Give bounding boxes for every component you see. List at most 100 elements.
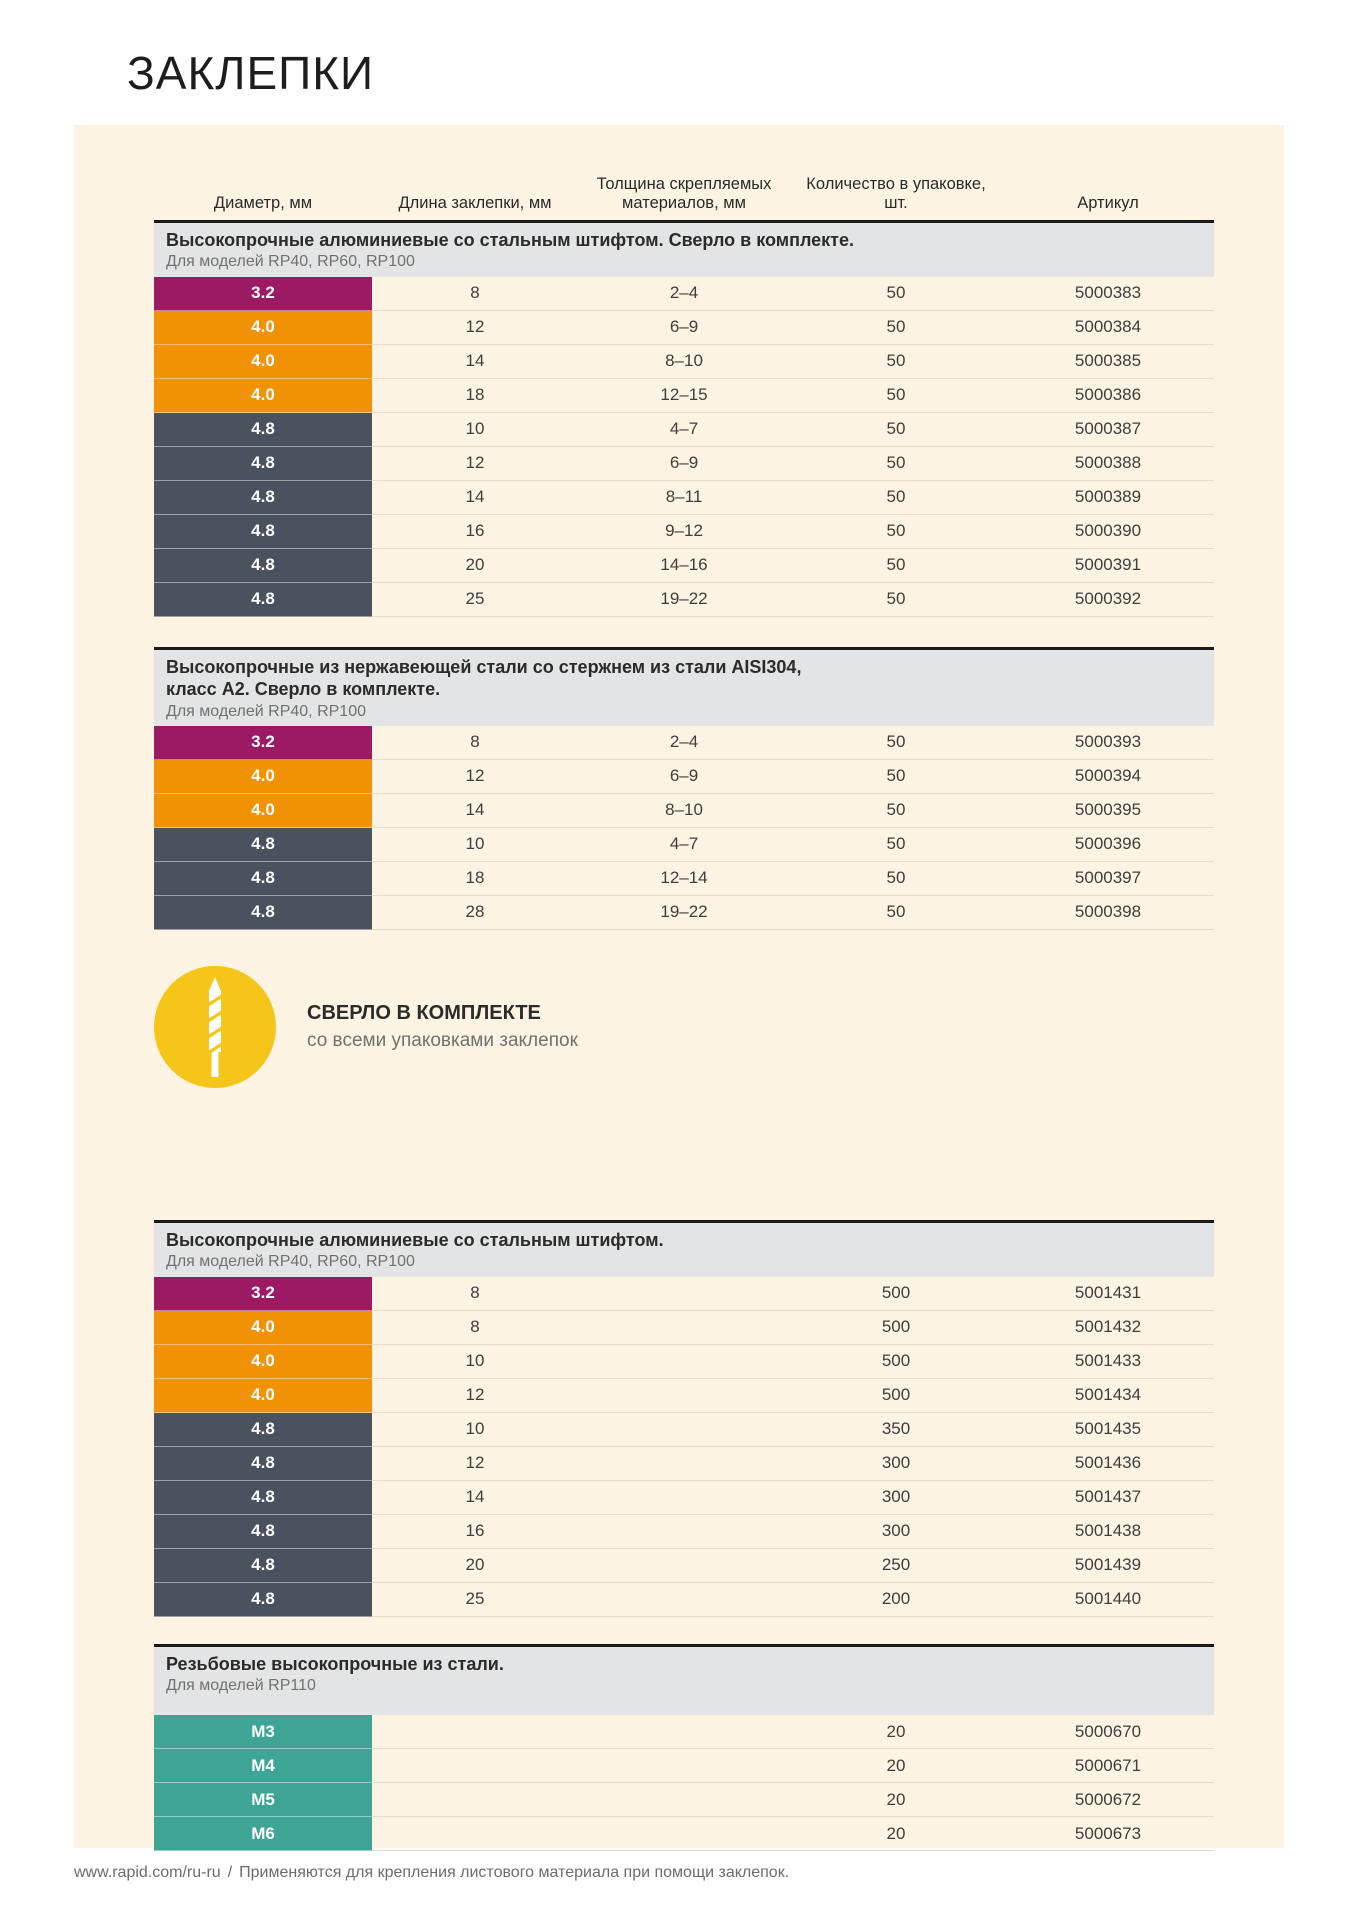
thickness-cell bbox=[578, 1549, 790, 1583]
column-header-thickness: Толщина скрепляемых материалов, мм bbox=[596, 175, 772, 212]
sku-cell: 5000389 bbox=[1002, 481, 1214, 515]
diameter-cell: 4.8 bbox=[154, 827, 372, 862]
section-stainless-with-drill: Высокопрочные из нержавеющей стали со ст… bbox=[154, 646, 1214, 930]
table-row: 4.8 28 19–22 50 5000398 bbox=[154, 895, 1214, 930]
sku-cell: 5001431 bbox=[1002, 1277, 1214, 1311]
thickness-cell bbox=[578, 1783, 790, 1818]
diameter-cell: 4.0 bbox=[154, 1310, 372, 1345]
thickness-cell bbox=[578, 1379, 790, 1413]
page-title: ЗАКЛЕПКИ bbox=[127, 47, 375, 99]
section-threaded-steel: Резьбовые высокопрочные из стали. Для мод… bbox=[154, 1643, 1214, 1852]
table-row: 3.2 8 2–4 50 5000393 bbox=[154, 725, 1214, 760]
length-cell: 8 bbox=[372, 277, 578, 311]
sku-cell: 5000396 bbox=[1002, 828, 1214, 862]
length-cell: 12 bbox=[372, 311, 578, 345]
thickness-cell bbox=[578, 1515, 790, 1549]
sku-cell: 5001432 bbox=[1002, 1311, 1214, 1345]
diameter-cell: 4.0 bbox=[154, 378, 372, 413]
length-cell bbox=[372, 1783, 578, 1818]
quantity-cell: 20 bbox=[790, 1715, 1002, 1750]
thickness-cell: 19–22 bbox=[578, 896, 790, 930]
table-row: 4.8 10 4–7 50 5000387 bbox=[154, 412, 1214, 447]
thickness-cell: 6–9 bbox=[578, 447, 790, 481]
quantity-cell: 50 bbox=[790, 760, 1002, 794]
quantity-cell: 300 bbox=[790, 1447, 1002, 1481]
diameter-cell: 4.0 bbox=[154, 1378, 372, 1413]
sku-cell: 5000391 bbox=[1002, 549, 1214, 583]
section-header-band: Резьбовые высокопрочные из стали. Для мод… bbox=[154, 1643, 1214, 1716]
diameter-cell: 4.8 bbox=[154, 1446, 372, 1481]
sku-cell: 5000393 bbox=[1002, 726, 1214, 760]
sku-cell: 5000387 bbox=[1002, 413, 1214, 447]
page-footer: www.rapid.com/ru-ru / Применяются для креп… bbox=[74, 1864, 789, 1882]
sku-cell: 5001433 bbox=[1002, 1345, 1214, 1379]
quantity-cell: 50 bbox=[790, 481, 1002, 515]
table-row: 4.0 12 500 5001434 bbox=[154, 1378, 1214, 1413]
thickness-cell bbox=[578, 1311, 790, 1345]
diameter-cell: 4.0 bbox=[154, 1344, 372, 1379]
quantity-cell: 500 bbox=[790, 1345, 1002, 1379]
diameter-cell: M5 bbox=[154, 1783, 372, 1818]
quantity-cell: 500 bbox=[790, 1379, 1002, 1413]
thickness-cell bbox=[578, 1345, 790, 1379]
diameter-cell: 3.2 bbox=[154, 1276, 372, 1311]
quantity-cell: 50 bbox=[790, 515, 1002, 549]
thickness-cell bbox=[578, 1447, 790, 1481]
quantity-cell: 20 bbox=[790, 1817, 1002, 1852]
section-subtitle: Для моделей RP40, RP60, RP100 bbox=[166, 1253, 415, 1271]
column-header-length: Длина заклепки, мм bbox=[398, 193, 552, 212]
section-header-band: Высокопрочные из нержавеющей стали со ст… bbox=[154, 646, 1214, 726]
thickness-cell: 4–7 bbox=[578, 413, 790, 447]
drill-included-badge: СВЕРЛО В КОМПЛЕКТЕ со всеми упаковками з… bbox=[154, 965, 1214, 1088]
quantity-cell: 50 bbox=[790, 379, 1002, 413]
table-row: 4.0 10 500 5001433 bbox=[154, 1344, 1214, 1379]
sku-cell: 5001437 bbox=[1002, 1481, 1214, 1515]
length-cell: 20 bbox=[372, 549, 578, 583]
table-row: 4.0 14 8–10 50 5000385 bbox=[154, 344, 1214, 379]
length-cell: 8 bbox=[372, 1277, 578, 1311]
diameter-cell: 4.8 bbox=[154, 861, 372, 896]
quantity-cell: 350 bbox=[790, 1413, 1002, 1447]
sku-cell: 5000672 bbox=[1002, 1783, 1214, 1818]
sku-cell: 5001440 bbox=[1002, 1583, 1214, 1617]
thickness-cell: 14–16 bbox=[578, 549, 790, 583]
table-row: 4.8 12 6–9 50 5000388 bbox=[154, 446, 1214, 481]
drill-badge-subtitle: со всеми упаковками заклепок bbox=[307, 1029, 578, 1051]
length-cell bbox=[372, 1749, 578, 1784]
quantity-cell: 50 bbox=[790, 277, 1002, 311]
content-panel: Диаметр, мм Длина заклепки, мм Толщина с… bbox=[74, 125, 1284, 1852]
sku-cell: 5000392 bbox=[1002, 583, 1214, 617]
section-subtitle: Для моделей RP40, RP60, RP100 bbox=[166, 253, 415, 271]
sku-cell: 5000671 bbox=[1002, 1749, 1214, 1784]
table-row: 4.8 12 300 5001436 bbox=[154, 1446, 1214, 1481]
quantity-cell: 50 bbox=[790, 311, 1002, 345]
quantity-cell: 50 bbox=[790, 583, 1002, 617]
quantity-cell: 500 bbox=[790, 1277, 1002, 1311]
thickness-cell: 9–12 bbox=[578, 515, 790, 549]
table-row: 4.0 12 6–9 50 5000394 bbox=[154, 759, 1214, 794]
thickness-cell bbox=[578, 1583, 790, 1617]
diameter-cell: 4.0 bbox=[154, 310, 372, 345]
thickness-cell: 8–10 bbox=[578, 345, 790, 379]
thickness-cell bbox=[578, 1413, 790, 1447]
length-cell: 10 bbox=[372, 1345, 578, 1379]
thickness-cell: 12–14 bbox=[578, 862, 790, 896]
quantity-cell: 20 bbox=[790, 1783, 1002, 1818]
length-cell: 25 bbox=[372, 583, 578, 617]
sku-cell: 5000386 bbox=[1002, 379, 1214, 413]
table-row: 4.8 25 200 5001440 bbox=[154, 1582, 1214, 1617]
thickness-cell: 6–9 bbox=[578, 760, 790, 794]
diameter-cell: 4.8 bbox=[154, 1548, 372, 1583]
diameter-cell: 4.8 bbox=[154, 582, 372, 617]
thickness-cell bbox=[578, 1715, 790, 1750]
footer-note: Применяются для крепления листового мате… bbox=[239, 1864, 790, 1881]
table-row: 4.8 10 4–7 50 5000396 bbox=[154, 827, 1214, 862]
table-row: 4.8 16 300 5001438 bbox=[154, 1514, 1214, 1549]
table-row: 3.2 8 2–4 50 5000383 bbox=[154, 276, 1214, 311]
quantity-cell: 50 bbox=[790, 345, 1002, 379]
length-cell: 10 bbox=[372, 828, 578, 862]
quantity-cell: 50 bbox=[790, 413, 1002, 447]
quantity-cell: 500 bbox=[790, 1311, 1002, 1345]
length-cell: 14 bbox=[372, 345, 578, 379]
sku-cell: 5000397 bbox=[1002, 862, 1214, 896]
